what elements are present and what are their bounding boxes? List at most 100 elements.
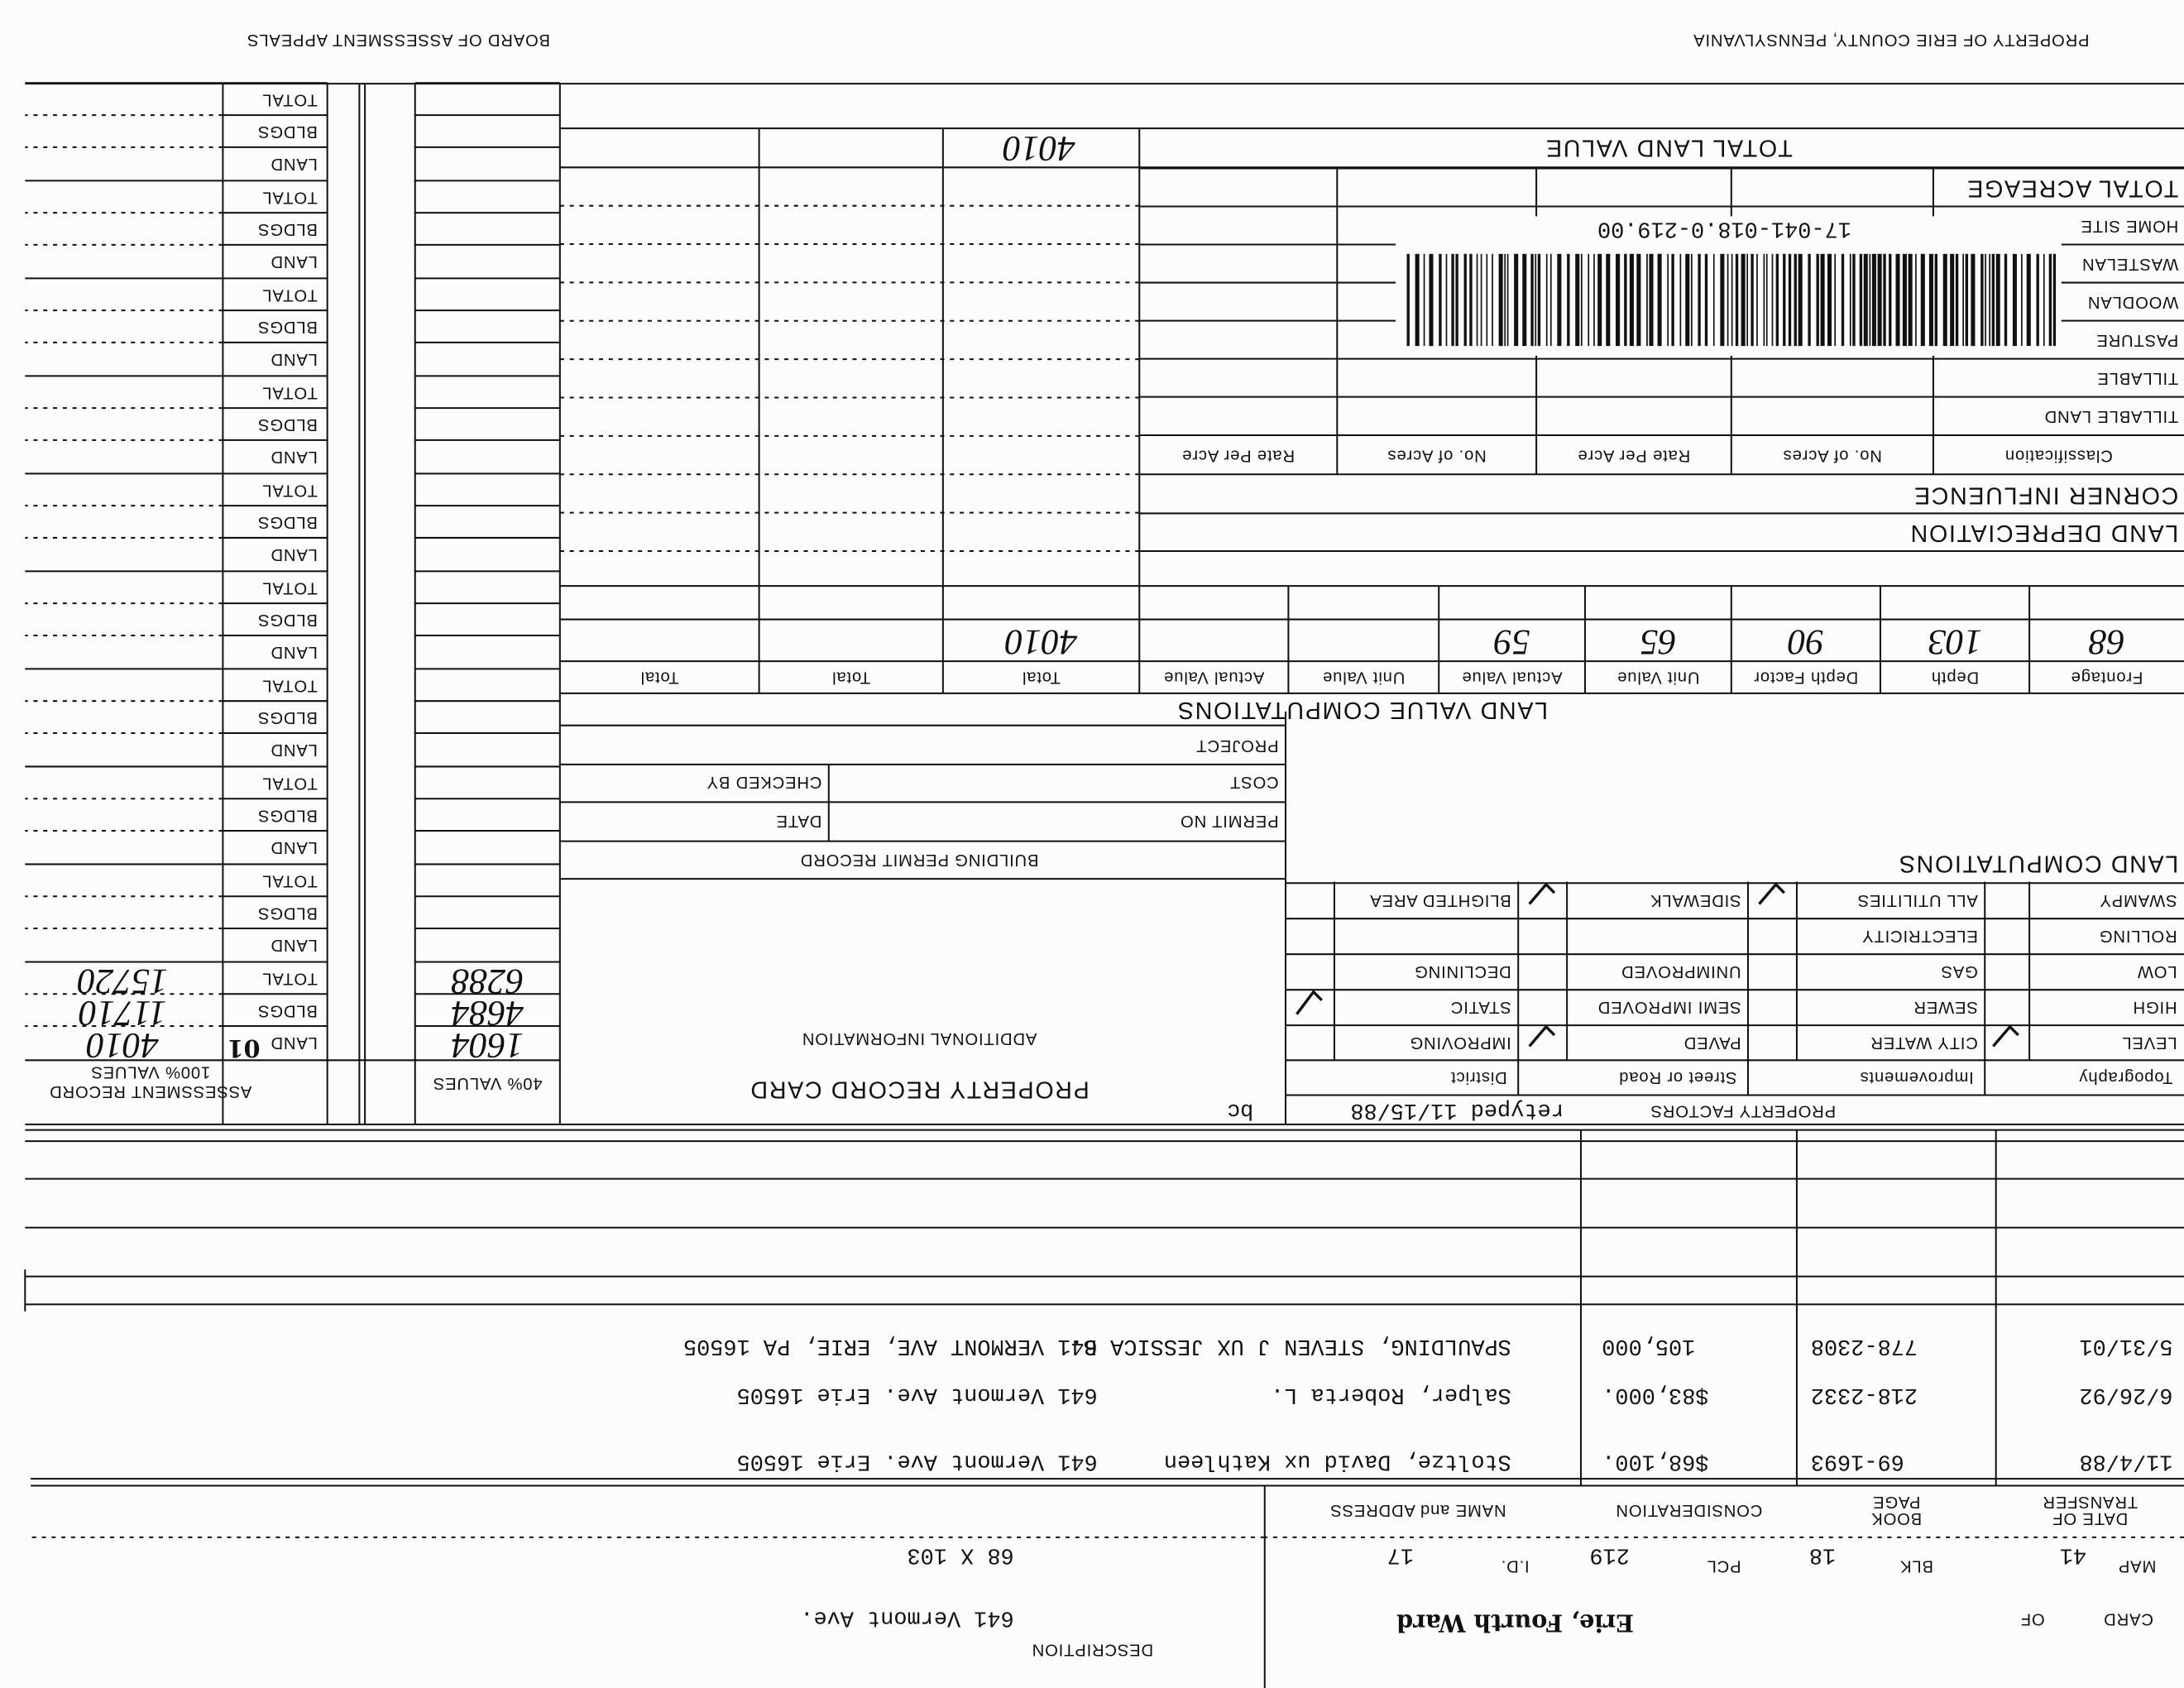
footer-text: BOARD OF ASSESSMENT APPEALS bbox=[247, 31, 550, 49]
column-header: Depth Factor bbox=[1753, 668, 1858, 686]
land-class: TILLABLE bbox=[2097, 369, 2179, 387]
assessment-row-label: BLDGS bbox=[257, 611, 318, 629]
barcode-bar bbox=[1455, 253, 1458, 347]
barcode-bar bbox=[1942, 253, 1947, 347]
factor-option: SIDEWALK bbox=[1650, 891, 1741, 909]
barcode-bar bbox=[1480, 253, 1482, 347]
of-label: OF bbox=[2020, 1609, 2045, 1628]
factor-option: UNIMPROVED bbox=[1621, 962, 1741, 981]
barcode-bar bbox=[1763, 253, 1765, 347]
barcode-bar bbox=[1606, 253, 1611, 347]
barcode-bar bbox=[1423, 253, 1425, 347]
column-header: No. of Acres bbox=[1387, 446, 1487, 464]
barcode-bar bbox=[1549, 253, 1552, 347]
barcode-bar bbox=[1827, 253, 1832, 347]
column-header: ASSESSMENT RECORD bbox=[49, 1082, 251, 1101]
barcode-bar bbox=[1962, 253, 1964, 347]
barcode-bar bbox=[1985, 253, 1986, 347]
assessment-row-label: TOTAL bbox=[261, 774, 317, 792]
section-title: PROPERTY FACTORS bbox=[1650, 1102, 1836, 1120]
barcode-bar bbox=[1575, 253, 1580, 347]
barcode-bar bbox=[1690, 253, 1693, 347]
barcode-bar bbox=[1580, 253, 1583, 347]
barcode-bar bbox=[1731, 253, 1733, 347]
barcode-bar bbox=[1841, 253, 1845, 347]
assessment-row-label: LAND bbox=[271, 643, 318, 661]
consideration: $83,000. bbox=[1602, 1382, 1708, 1407]
barcode-bar bbox=[1765, 253, 1768, 347]
transfer-date: 11/4/88 bbox=[2079, 1449, 2172, 1474]
barcode-bar bbox=[1735, 253, 1739, 347]
barcode-bar bbox=[1883, 253, 1886, 347]
handwritten-value: 68 bbox=[2089, 622, 2125, 662]
assessment-row-label: TOTAL bbox=[261, 970, 317, 988]
owner-address: 641 Vermont Ave. Erie 16505 bbox=[737, 1382, 1098, 1407]
land-class: TOTAL ACREAGE bbox=[1966, 175, 2179, 202]
factor-header: Improvements bbox=[1860, 1068, 1974, 1086]
barcode-bar bbox=[1514, 253, 1519, 347]
barcode-bar bbox=[1685, 253, 1690, 347]
barcode-bar bbox=[1771, 253, 1774, 347]
card-title: PROPERTY RECORD CARD bbox=[750, 1076, 1090, 1102]
card-label: CARD bbox=[2103, 1609, 2153, 1628]
barcode-bar bbox=[1429, 253, 1434, 347]
assessment-row-label: TOTAL bbox=[261, 285, 317, 304]
column-header: NAME and ADDRESS bbox=[1329, 1501, 1506, 1519]
barcode-bar bbox=[2036, 253, 2039, 347]
barcode-bar bbox=[1506, 253, 1509, 347]
assessment-row-label: LAND bbox=[271, 350, 318, 368]
pcl: 219 bbox=[1589, 1542, 1629, 1567]
barcode-bar bbox=[1995, 253, 2000, 347]
barcode-bar bbox=[1902, 253, 1907, 347]
barcode-bar bbox=[1667, 253, 1669, 347]
pcl-label: PCL bbox=[1707, 1556, 1741, 1575]
barcode-bar bbox=[1537, 253, 1541, 347]
handwritten-value: 11710 bbox=[79, 994, 166, 1033]
column-header: Actual Value bbox=[1462, 668, 1563, 686]
barcode-bar bbox=[1788, 253, 1792, 347]
assessment-row-label: BLDGS bbox=[257, 904, 318, 922]
permit-field: CHECKED BY bbox=[706, 773, 822, 791]
barcode-bar bbox=[1955, 253, 1959, 347]
column-header: 40% VALUES bbox=[433, 1074, 543, 1092]
blk-label: BLK bbox=[1899, 1556, 1933, 1575]
barcode-bar bbox=[2004, 253, 2008, 347]
description-label: DESCRIPTION bbox=[1032, 1640, 1153, 1658]
factor-option: SEMI IMPROVED bbox=[1597, 998, 1741, 1016]
factor-option: ALL UTILITIES bbox=[1857, 891, 1978, 909]
factor-header: Street or Road bbox=[1618, 1068, 1736, 1086]
land-class: PASTURE bbox=[2096, 331, 2179, 349]
barcode-bar bbox=[1704, 253, 1708, 347]
barcode-bar bbox=[1415, 253, 1420, 347]
barcode-bar bbox=[1889, 253, 1892, 347]
check-mark bbox=[1528, 882, 1556, 905]
barcode-bar bbox=[1991, 253, 1995, 347]
land-class: TILLABLE LAND bbox=[2044, 407, 2178, 425]
column-header: Actual Value bbox=[1163, 668, 1264, 686]
land-class: WASTELAN bbox=[2081, 255, 2178, 273]
transfer-date: 6/26/92 bbox=[2079, 1382, 2172, 1407]
check-mark bbox=[1296, 990, 1323, 1015]
column-header: 100% VALUES bbox=[90, 1062, 210, 1081]
barcode-bar bbox=[1727, 253, 1729, 347]
barcode-bar bbox=[2021, 253, 2023, 347]
barcode-bar bbox=[1756, 253, 1758, 347]
book-page: 218-2332 bbox=[1811, 1382, 1918, 1407]
assessment-row-label: TOTAL bbox=[261, 871, 317, 890]
barcode-bar bbox=[1545, 253, 1548, 347]
barcode-bar bbox=[1646, 253, 1648, 347]
barcode-bar bbox=[1636, 253, 1641, 347]
permit-field: COST bbox=[1229, 773, 1278, 791]
handwritten-value: 4010 bbox=[1003, 128, 1075, 168]
column-header: Unit Value bbox=[1616, 668, 1699, 686]
barcode-bar bbox=[1492, 253, 1493, 347]
barcode-bar bbox=[1451, 253, 1454, 347]
assessment-row-label: LAND bbox=[271, 545, 318, 563]
permit-field: PROJECT bbox=[1195, 736, 1278, 755]
factor-option: SEWER bbox=[1913, 998, 1978, 1016]
barcode-bar bbox=[1950, 253, 1955, 347]
consideration: 105,000 bbox=[1602, 1333, 1695, 1358]
handwritten-value: 15720 bbox=[77, 961, 168, 1001]
column-header: Rate Per Acre bbox=[1181, 446, 1295, 464]
section-title: LAND COMPUTATIONS bbox=[1898, 850, 2178, 876]
